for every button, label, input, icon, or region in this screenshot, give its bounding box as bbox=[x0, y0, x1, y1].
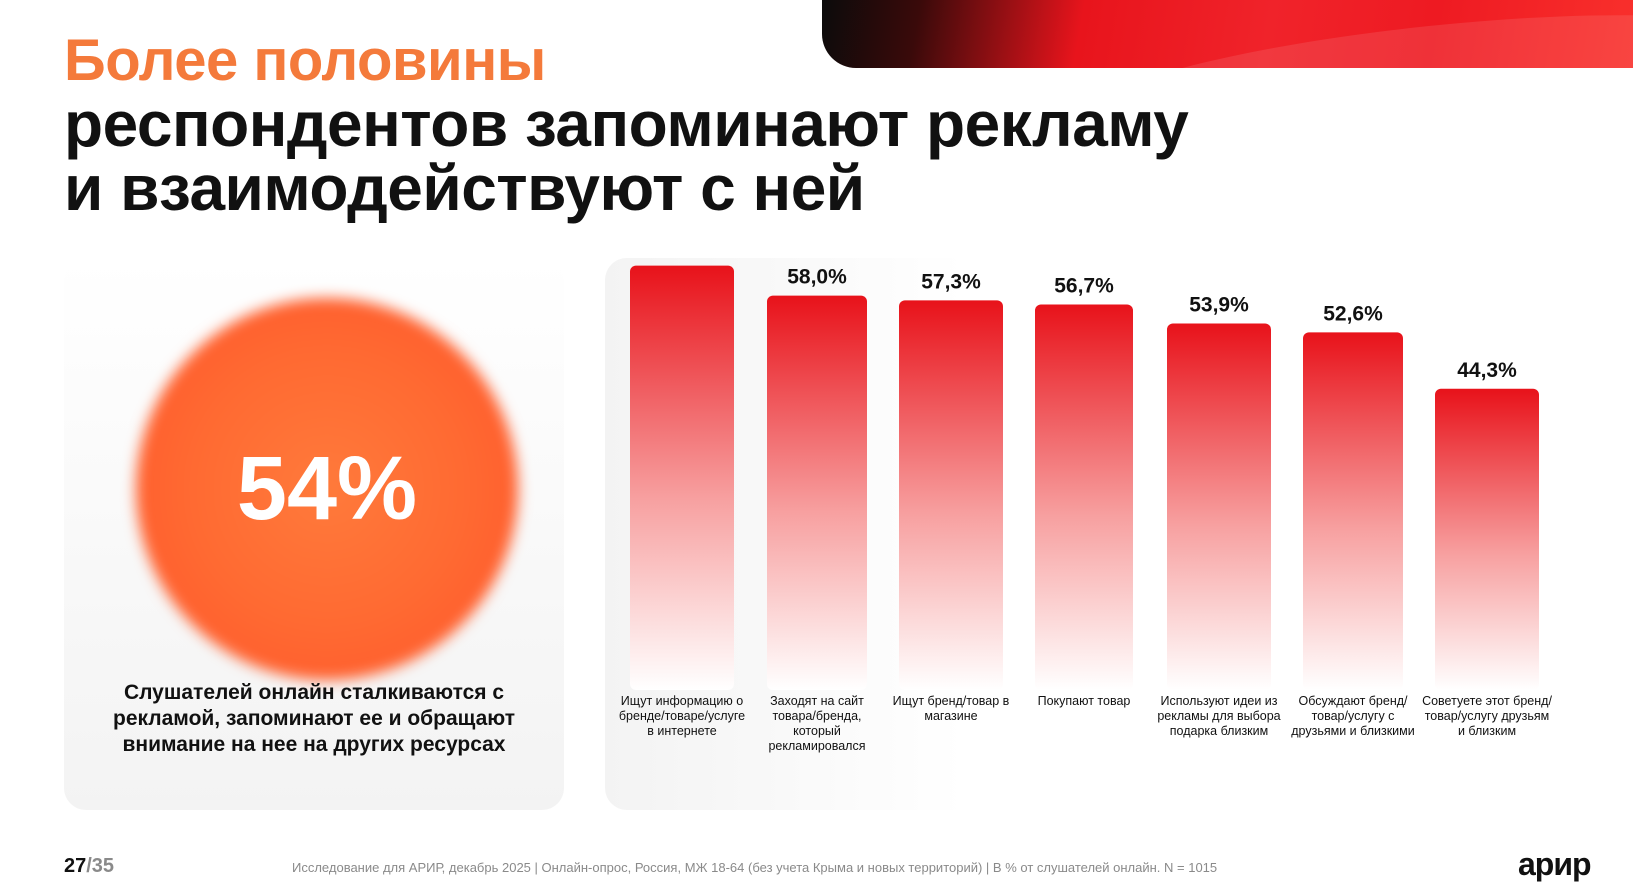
value-label-5: 53,9% bbox=[1189, 293, 1249, 316]
circle-shape bbox=[136, 298, 518, 680]
page-number: 27/35 bbox=[64, 855, 114, 878]
page-current: 27 bbox=[64, 855, 87, 877]
highlight-caption: Слушателей онлайн сталкиваются с рекламо… bbox=[113, 681, 515, 756]
page-total: /35 bbox=[86, 855, 115, 877]
bar-chart: 62,4% 58,0% 57,3% 56,7% 53,9% 52,6% 44,3% bbox=[630, 258, 1539, 690]
value-label-7: 44,3% bbox=[1457, 359, 1517, 382]
value-label-4: 56,7% bbox=[1054, 274, 1114, 297]
category-label-3: Ищут бренд/товар в магазине bbox=[892, 694, 1010, 723]
category-label-2: Заходят на сайт товара/бренда, который р… bbox=[768, 694, 866, 753]
category-label-1: Ищут информацию о бренде/товаре/услуге в… bbox=[618, 694, 746, 738]
value-label-2: 58,0% bbox=[787, 266, 847, 289]
title-line-accent: Более половины bbox=[64, 28, 546, 93]
category-label-5: Используют идеи из рекламы для выбора по… bbox=[1157, 694, 1281, 738]
category-label-6: Обсуждают бренд/товар/услугу с друзьями … bbox=[1291, 694, 1415, 738]
highlight-panel: 54% Слушателей онлайн сталкиваются с рек… bbox=[64, 258, 564, 810]
title-line-2: респондентов запоминают рекламу bbox=[64, 88, 1189, 160]
bar-1 bbox=[630, 265, 734, 690]
footer-note: Исследование для АРИР, декабрь 2025 | Он… bbox=[292, 860, 1218, 875]
bar-2 bbox=[767, 295, 867, 690]
bar-7 bbox=[1435, 388, 1539, 690]
bar-6 bbox=[1303, 332, 1403, 690]
brand-logo: арир bbox=[1518, 846, 1592, 882]
page-title: Более половины респондентов запоминают р… bbox=[64, 28, 1189, 224]
highlight-value: 54% bbox=[236, 438, 418, 539]
category-label-7: Советуете этот бренд/товар/услугу друзья… bbox=[1422, 694, 1552, 738]
chart-panel: 62,4% 58,0% 57,3% 56,7% 53,9% 52,6% 44,3% Ищут… bbox=[605, 258, 1633, 810]
value-label-1: 62,4% bbox=[652, 258, 712, 259]
bar-4 bbox=[1035, 304, 1133, 690]
title-line-3: и взаимодействуют с ней bbox=[64, 152, 865, 224]
bar-5 bbox=[1167, 323, 1271, 690]
value-label-3: 57,3% bbox=[921, 270, 981, 293]
highlight-circle: 54% bbox=[136, 298, 518, 680]
value-label-6: 52,6% bbox=[1323, 302, 1383, 325]
bar-3 bbox=[899, 300, 1003, 690]
corner-decoration bbox=[822, 0, 1633, 68]
category-label-4: Покупают товар bbox=[1037, 694, 1131, 708]
